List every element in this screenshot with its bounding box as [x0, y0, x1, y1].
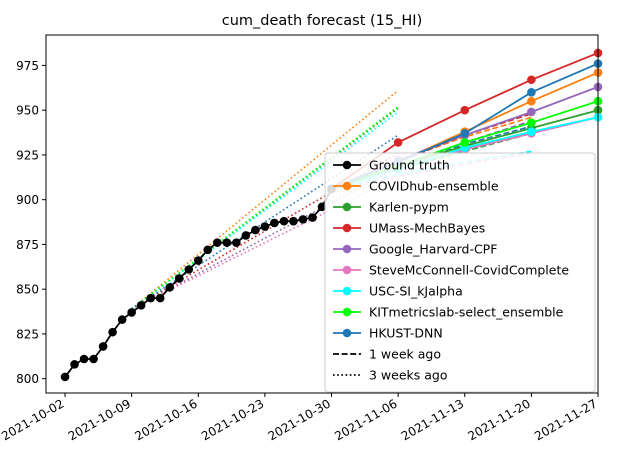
legend-label: SteveMcConnell-CovidComplete: [369, 263, 569, 278]
legend-label: USC-SI_kJalpha: [369, 284, 463, 299]
series-2-point: [460, 105, 470, 115]
legend-swatch-marker: [342, 160, 352, 170]
ground-truth-point: [270, 218, 279, 228]
series-7-point: [527, 87, 536, 97]
x-tick-label: 2021-10-30: [266, 396, 333, 443]
x-tick-label: 2021-10-16: [132, 396, 199, 443]
series-3-point: [527, 107, 536, 117]
legend-label: Google_Harvard-CPF: [369, 242, 497, 257]
series-0-3wk-line: [131, 89, 399, 310]
legend-swatch-marker: [342, 181, 352, 191]
series-6-3wk-line: [131, 105, 399, 310]
ground-truth-point: [241, 231, 251, 240]
legend-swatch-marker: [342, 307, 352, 317]
legend-label: UMass-MechBayes: [369, 221, 485, 236]
ground-truth-point: [317, 202, 327, 212]
chart-title: cum_death forecast (15_HI): [222, 13, 422, 29]
legend-label: KITmetricslab-select_ensemble: [369, 305, 564, 320]
x-tick-label: 2021-11-06: [332, 396, 399, 443]
legend-label: Karlen-pypm: [369, 200, 449, 215]
series-0-point: [527, 96, 536, 106]
ground-truth-point: [232, 238, 241, 247]
legend-swatch-marker: [342, 244, 352, 254]
x-tick-label: 2021-11-20: [465, 396, 532, 443]
x-tick-label: 2021-10-09: [66, 396, 133, 443]
ground-truth-point: [79, 354, 89, 364]
ground-truth-point: [174, 274, 184, 283]
series-6-point: [460, 138, 470, 147]
ground-truth-point: [251, 225, 260, 235]
ground-truth-point: [98, 342, 108, 351]
ground-truth-point: [222, 238, 232, 247]
ground-truth-point: [117, 315, 127, 324]
legend-label: HKUST-DNN: [369, 326, 443, 341]
legend-swatch-marker: [342, 328, 352, 338]
y-tick-label: 825: [16, 327, 39, 341]
ground-truth-point: [136, 300, 146, 310]
series-5-point: [527, 127, 536, 136]
ground-truth-point: [60, 372, 70, 382]
ground-truth-point: [70, 360, 79, 369]
legend-swatch-marker: [342, 286, 352, 296]
x-tick-label: 2021-10-23: [199, 396, 266, 443]
legend-label: Ground truth: [369, 158, 450, 173]
legend-label: 1 week ago: [369, 347, 441, 362]
ground-truth-point: [146, 293, 155, 303]
y-tick-label: 975: [16, 59, 39, 73]
y-tick-label: 875: [16, 238, 39, 252]
series-6-point: [527, 118, 536, 128]
legend-label: 3 weeks ago: [369, 368, 448, 383]
legend-swatch-marker: [342, 223, 352, 233]
legend-swatch-marker: [342, 202, 352, 212]
y-tick-label: 850: [16, 283, 39, 297]
legend-swatch-marker: [342, 265, 352, 275]
y-tick-label: 925: [16, 148, 39, 162]
ground-truth-point: [108, 327, 117, 337]
ground-truth-point: [184, 265, 194, 274]
x-tick-label: 2021-10-02: [0, 396, 67, 443]
ground-truth-point: [155, 293, 165, 303]
legend-box: [324, 152, 596, 393]
ground-truth-point: [203, 245, 213, 255]
series-2-point: [393, 138, 403, 147]
x-tick-label: 2021-11-13: [399, 396, 466, 443]
ground-truth-point: [165, 283, 175, 292]
y-axis: 800 825 850 875 900 925 950 975: [16, 59, 46, 386]
legend: Ground truth COVIDhub-ensemble Karlen-pypm…: [324, 152, 596, 393]
ground-truth-point: [213, 238, 222, 247]
ground-truth-point: [279, 216, 289, 226]
ground-truth-point: [193, 256, 203, 265]
y-tick-label: 900: [16, 193, 39, 207]
ground-truth-point: [127, 308, 136, 317]
ground-truth-point: [298, 215, 308, 224]
x-tick-label: 2021-11-27: [532, 396, 599, 443]
ground-truth-point: [308, 213, 317, 222]
ground-truth-point: [260, 222, 270, 231]
plot-frame: [45, 34, 599, 394]
series-2-point: [527, 75, 536, 85]
ground-truth-point: [289, 216, 298, 226]
legend-label: COVIDhub-ensemble: [369, 179, 499, 194]
ground-truth-point: [89, 354, 98, 364]
x-axis: 2021-10-02 2021-10-09 2021-10-16 2021-10-23…: [0, 393, 600, 443]
y-tick-label: 950: [16, 104, 39, 118]
series-7-point: [460, 129, 470, 138]
y-tick-label: 800: [16, 372, 39, 386]
